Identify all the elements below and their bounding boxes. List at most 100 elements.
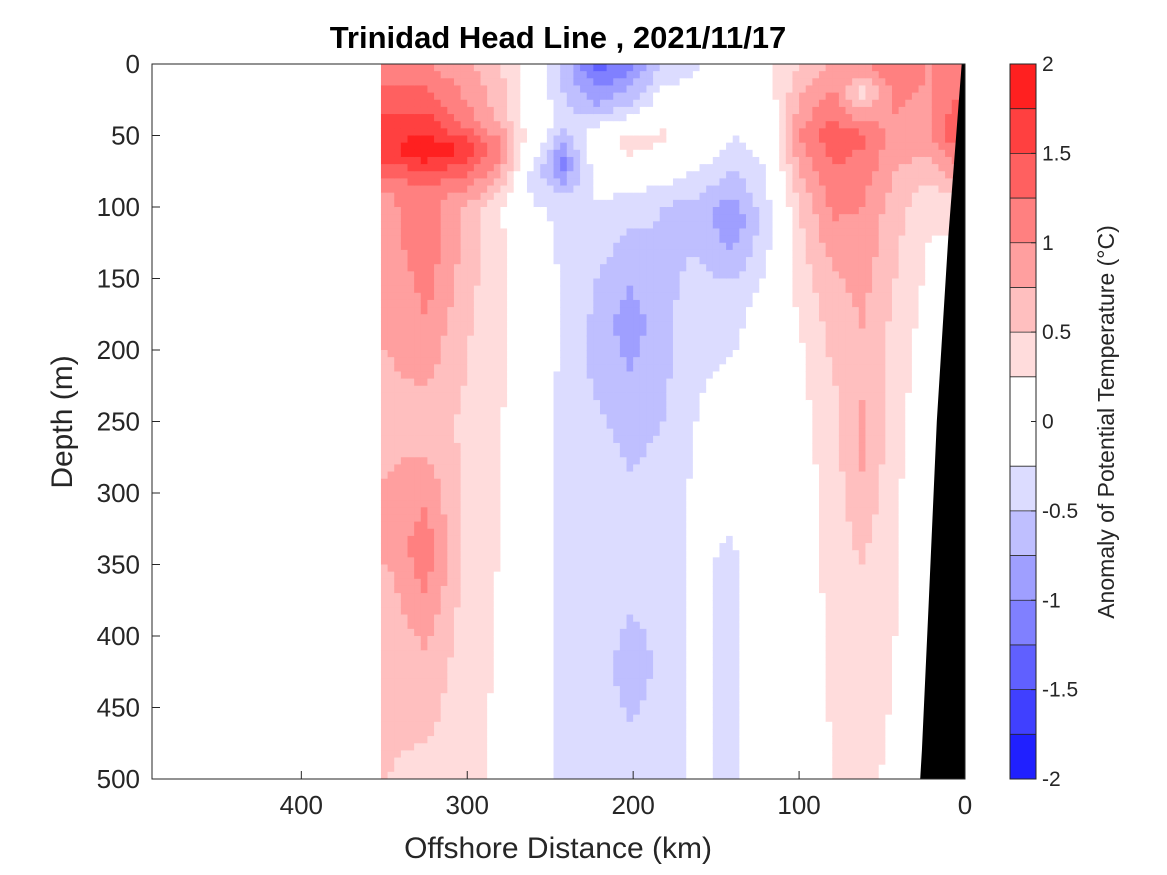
field-cell (580, 407, 588, 415)
field-cell (500, 457, 508, 465)
field-cell (699, 671, 707, 680)
field-cell (633, 671, 641, 680)
field-cell (513, 585, 521, 594)
field-cell (427, 314, 435, 322)
field-cell (513, 543, 521, 551)
field-cell (407, 228, 415, 237)
field-cell (493, 707, 502, 716)
field-cell (473, 457, 482, 465)
field-cell (414, 242, 422, 251)
field-cell (540, 364, 548, 373)
field-cell (467, 364, 475, 373)
field-cell (500, 450, 508, 458)
field-cell (420, 600, 429, 608)
field-cell (500, 435, 508, 444)
field-cell (380, 392, 389, 401)
field-cell (394, 671, 402, 680)
field-cell (599, 364, 608, 373)
field-cell (560, 585, 568, 594)
field-cell (427, 550, 435, 558)
field-cell (653, 550, 661, 558)
field-cell (447, 671, 455, 680)
field-cell (566, 728, 575, 737)
field-cell (507, 607, 515, 616)
field-cell (460, 78, 468, 87)
field-cell (487, 535, 495, 544)
field-cell (706, 521, 714, 530)
field-cell (659, 342, 667, 351)
field-cell (566, 392, 575, 401)
field-cell (573, 550, 581, 558)
field-cell (659, 164, 667, 172)
field-cell (666, 678, 674, 687)
field-cell (434, 207, 442, 215)
field-cell (580, 650, 588, 659)
field-cell (546, 621, 555, 630)
field-cell (487, 328, 495, 337)
field-cell (460, 199, 468, 208)
field-cell (606, 78, 614, 87)
field-cell (619, 78, 628, 87)
field-cell (586, 299, 594, 308)
field-cell (699, 392, 707, 401)
field-cell (473, 357, 482, 365)
field-cell (407, 385, 415, 394)
field-cell (593, 178, 601, 187)
field-cell (414, 350, 422, 358)
field-cell (526, 156, 535, 165)
field-cell (639, 242, 648, 251)
field-cell (646, 478, 654, 487)
field-cell (706, 721, 714, 730)
field-cell (659, 728, 667, 737)
field-cell (692, 471, 701, 480)
field-cell (500, 600, 508, 608)
field-cell (467, 278, 475, 287)
field-cell (566, 636, 575, 644)
field-cell (619, 128, 628, 137)
field-cell (407, 678, 415, 687)
field-cell (666, 428, 674, 437)
field-cell (646, 593, 654, 601)
field-cell (453, 585, 462, 594)
field-cell (453, 207, 462, 215)
field-cell (566, 378, 575, 387)
field-cell (414, 149, 422, 158)
field-cell (434, 414, 442, 423)
field-cell (434, 371, 442, 380)
field-cell (440, 736, 448, 744)
field-cell (599, 185, 608, 194)
field-cell (473, 686, 482, 694)
field-cell (520, 78, 528, 87)
field-cell (460, 385, 468, 394)
field-cell (619, 178, 628, 187)
field-cell (520, 335, 528, 344)
field-cell (473, 543, 482, 551)
field-cell (606, 321, 614, 330)
field-cell (686, 543, 694, 551)
field-cell (686, 636, 694, 644)
field-cell (434, 135, 442, 144)
field-cell (679, 385, 687, 394)
field-cell (420, 114, 429, 122)
field-cell (686, 771, 694, 779)
field-cell (546, 228, 555, 237)
field-cell (394, 464, 402, 473)
field-cell (692, 357, 701, 365)
field-cell (473, 342, 482, 351)
field-cell (507, 278, 515, 287)
field-cell (380, 114, 389, 122)
field-cell (646, 493, 654, 501)
field-cell (626, 614, 634, 623)
field-cell (480, 557, 488, 566)
field-cell (513, 550, 521, 558)
field-cell (473, 171, 482, 179)
field-cell (553, 221, 561, 230)
field-cell (473, 64, 482, 72)
field-cell (420, 636, 429, 644)
field-cell (653, 328, 661, 337)
field-cell (659, 643, 667, 651)
field-cell (606, 335, 614, 344)
field-cell (467, 299, 475, 308)
field-cell (447, 156, 455, 165)
field-cell (380, 64, 389, 72)
